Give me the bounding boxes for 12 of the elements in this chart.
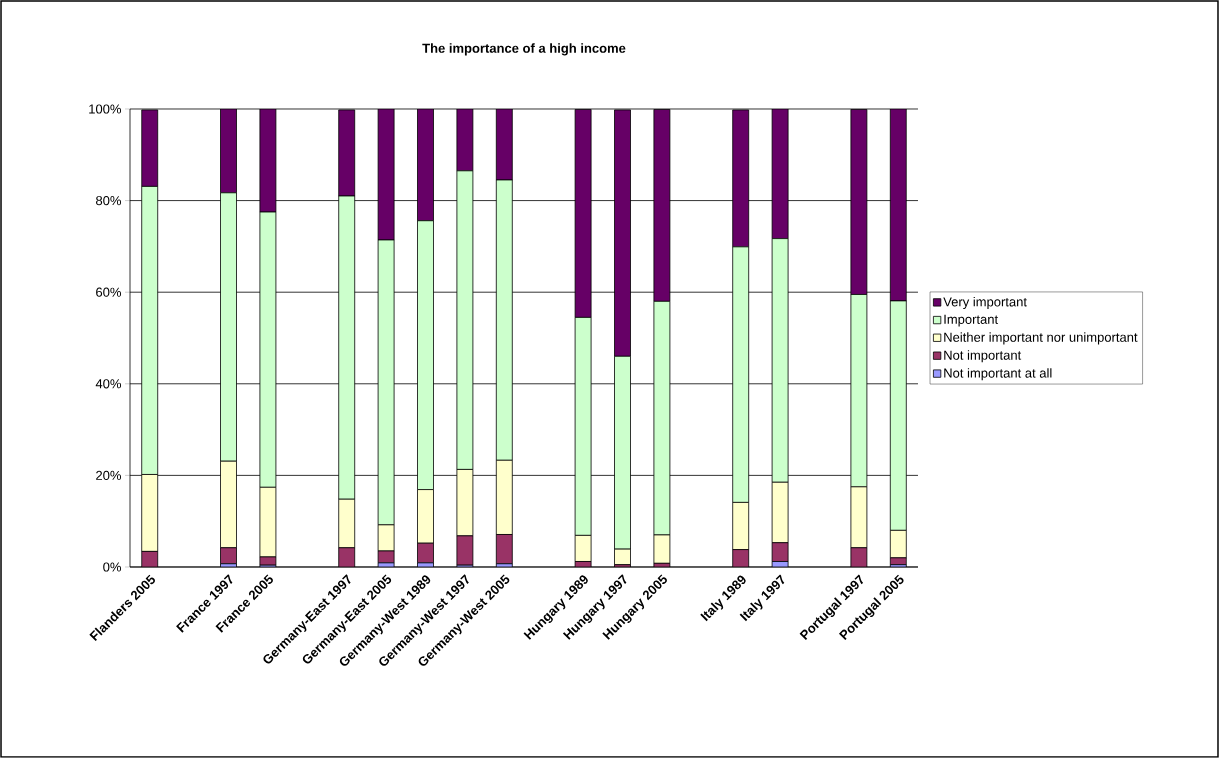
y-tick-label: 100% [89,104,122,114]
y-tick-label: 80% [96,195,122,206]
y-tick-label: 60% [96,287,122,297]
legend-label: Not important [944,350,1022,363]
legend-label: Neither important nor unimportant [944,332,1138,345]
legend-label: Very important [943,296,1027,310]
legend-label: Important [944,314,999,327]
y-tick-label: 40% [95,379,122,389]
y-tick-label: 0% [103,562,122,572]
chart-title: The importance of a high income [422,43,626,56]
y-tick-label: 20% [96,470,122,480]
legend-label: Not important at all [944,368,1052,381]
